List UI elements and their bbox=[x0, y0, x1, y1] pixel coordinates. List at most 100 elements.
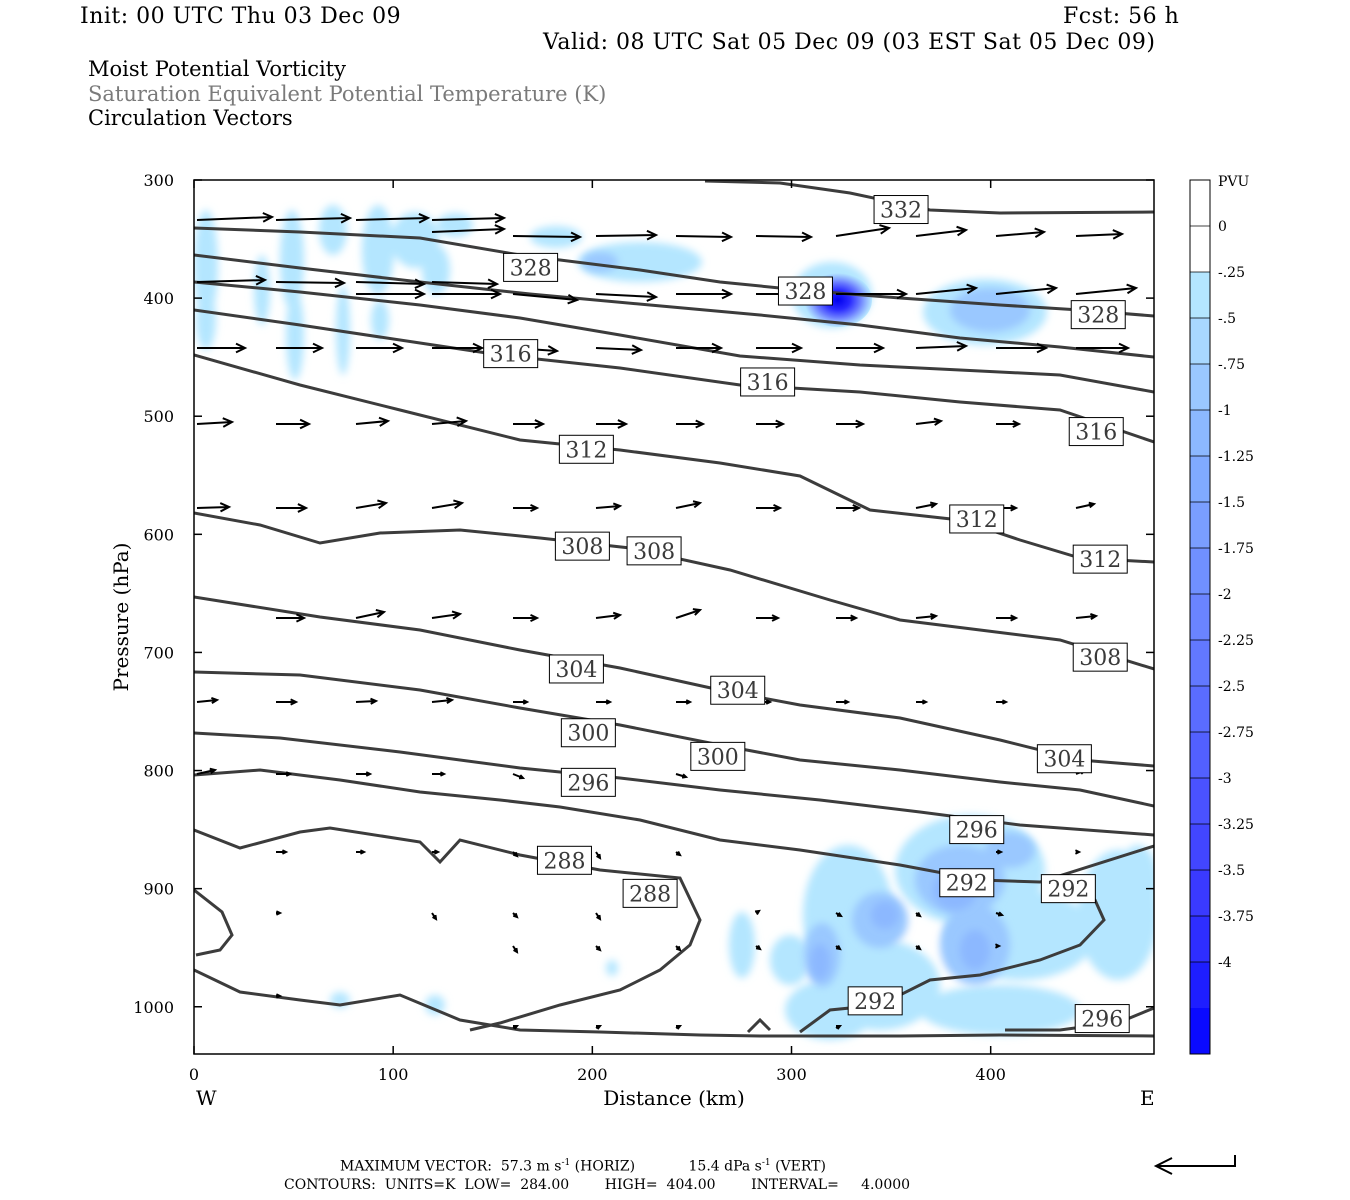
colorbar-label: -.75 bbox=[1218, 357, 1245, 373]
vector-arrow bbox=[355, 609, 387, 619]
contour-label: 312 bbox=[565, 438, 607, 463]
vector-arrow bbox=[756, 419, 786, 429]
vector-arrow bbox=[512, 293, 580, 305]
vector-arrow bbox=[915, 341, 969, 352]
vector-arrow bbox=[276, 771, 293, 777]
contour-label: 332 bbox=[880, 199, 922, 224]
vector-arrow bbox=[275, 212, 353, 224]
vector-arrow bbox=[1076, 342, 1131, 354]
vector-arrow bbox=[676, 342, 724, 354]
vector-arrow bbox=[676, 699, 693, 705]
contour-label-box bbox=[560, 718, 616, 748]
contour-label: 304 bbox=[555, 658, 597, 683]
vector-arrow bbox=[995, 227, 1047, 238]
vector-arrow bbox=[756, 342, 804, 354]
init-time: Init: 00 UTC Thu 03 Dec 09 bbox=[80, 4, 402, 29]
vector-arrow bbox=[276, 698, 299, 706]
colorbar-swatch bbox=[1190, 916, 1210, 963]
y-tick-label: 400 bbox=[143, 289, 174, 308]
contour-label-box bbox=[1070, 300, 1126, 330]
colorbar-label: -.25 bbox=[1218, 265, 1245, 281]
vector-arrow bbox=[196, 212, 275, 223]
vector-arrow bbox=[915, 613, 939, 620]
colorbar-label: -1.25 bbox=[1218, 449, 1254, 465]
contour-label-box bbox=[847, 986, 903, 1016]
contour-label-box bbox=[536, 845, 592, 875]
colorbar-swatch bbox=[1190, 686, 1210, 733]
vector-arrow bbox=[996, 699, 1009, 705]
vector-arrow bbox=[276, 849, 289, 855]
vector-arrow bbox=[432, 849, 441, 855]
colorbar-label: -1.75 bbox=[1218, 541, 1254, 557]
y-tick-label: 700 bbox=[143, 643, 174, 662]
vector-arrow bbox=[431, 224, 507, 235]
field-title-vectors: Circulation Vectors bbox=[88, 106, 293, 130]
vector-arrow bbox=[432, 342, 485, 354]
contour-label: 316 bbox=[747, 371, 789, 396]
vector-arrow bbox=[276, 342, 325, 354]
colorbar-swatch bbox=[1190, 870, 1210, 917]
vector-arrow bbox=[754, 909, 761, 915]
valid-time: Valid: 08 UTC Sat 05 Dec 09 (03 EST Sat … bbox=[543, 30, 1156, 55]
colorbar-swatch bbox=[1190, 824, 1210, 871]
vector-arrow bbox=[835, 1024, 843, 1030]
vector-arrow bbox=[596, 699, 613, 705]
vector-arrow bbox=[915, 944, 922, 951]
colorbar-swatch bbox=[1190, 180, 1210, 227]
x-tick-label: 100 bbox=[378, 1065, 409, 1084]
contour-label-box bbox=[1072, 544, 1128, 574]
vector-arrow bbox=[355, 416, 391, 427]
colorbar-swatch bbox=[1190, 318, 1210, 365]
colorbar-swatch bbox=[1190, 732, 1210, 779]
contour-label: 328 bbox=[784, 280, 826, 305]
vector-arrow bbox=[835, 912, 843, 918]
contour-label-box bbox=[1036, 744, 1092, 774]
contour-label-box bbox=[1068, 417, 1124, 447]
vector-arrow bbox=[513, 419, 546, 429]
contour-label: 308 bbox=[561, 535, 603, 560]
contour-label: 316 bbox=[1075, 421, 1117, 446]
contour-label: 308 bbox=[1079, 646, 1121, 671]
colorbar-swatch bbox=[1190, 272, 1210, 319]
vector-arrow bbox=[355, 278, 427, 289]
contour-info: CONTOURS: UNITS=K LOW= 284.00 HIGH= 404.… bbox=[284, 1177, 911, 1193]
vector-arrow bbox=[835, 944, 842, 951]
contour-label-box bbox=[777, 276, 833, 306]
vector-arrow bbox=[595, 912, 602, 921]
vector-arrow bbox=[196, 275, 268, 286]
vector-arrow bbox=[355, 697, 379, 705]
colorbar-label: -2.75 bbox=[1218, 725, 1254, 741]
vector-arrow bbox=[675, 945, 682, 952]
vector-arrow bbox=[915, 501, 939, 509]
max-vector-note: MAXIMUM VECTOR: 57.3 m s-1 (HORIZ) 15.4 … bbox=[340, 1158, 826, 1175]
contour-label: 316 bbox=[490, 343, 532, 368]
x-tick-label: 0 bbox=[189, 1065, 199, 1084]
contour-label: 328 bbox=[510, 256, 552, 281]
colorbar-label: -2 bbox=[1218, 587, 1232, 603]
contour-label-box bbox=[1072, 642, 1128, 672]
vector-arrow bbox=[356, 771, 373, 777]
colorbar-label: -2.5 bbox=[1218, 679, 1245, 695]
vector-arrow bbox=[196, 417, 235, 428]
contour-label-box bbox=[548, 654, 604, 684]
y-tick-label: 900 bbox=[143, 880, 174, 899]
vector-arrow bbox=[836, 288, 909, 300]
colorbar-label: -.5 bbox=[1218, 311, 1236, 327]
colorbar-swatch bbox=[1190, 778, 1210, 825]
vector-arrow bbox=[275, 910, 283, 916]
contour-label-box bbox=[873, 195, 929, 225]
vector-arrow bbox=[675, 850, 682, 857]
vector-arrow bbox=[996, 342, 1049, 354]
colorbar-label: -4 bbox=[1218, 955, 1232, 971]
vector-arrow bbox=[675, 500, 703, 509]
vector-arrow bbox=[432, 771, 447, 777]
vector-arrow bbox=[675, 1024, 683, 1030]
forecast-hour: Fcst: 56 h bbox=[1063, 4, 1180, 29]
colorbar-frame bbox=[1189, 179, 1211, 1055]
vector-arrow bbox=[595, 1024, 603, 1030]
plot-frame bbox=[193, 179, 1155, 1055]
contour-label: 312 bbox=[1079, 548, 1121, 573]
vector-arrow bbox=[836, 699, 851, 705]
contour-label: 300 bbox=[697, 745, 739, 770]
